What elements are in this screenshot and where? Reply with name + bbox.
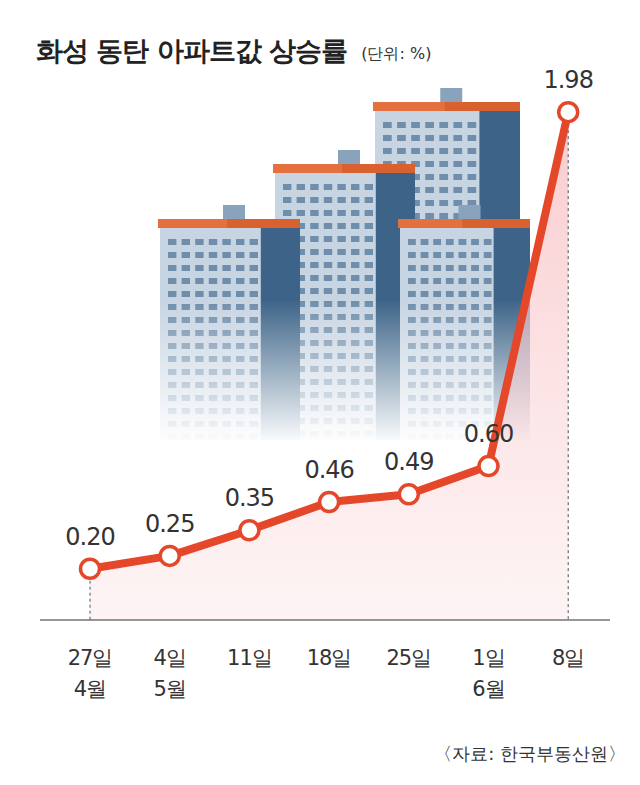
x-tick-label-line: 5월: [154, 677, 186, 701]
data-label: 0.35: [225, 484, 274, 512]
x-tick-label-line: 27일: [68, 646, 113, 670]
x-tick-label: 8일: [552, 646, 584, 670]
x-tick-label-line: 18일: [307, 646, 352, 670]
marker: [240, 521, 259, 540]
marker: [81, 559, 100, 578]
marker: [479, 457, 498, 476]
data-label: 0.25: [145, 510, 194, 538]
title: 화성 동탄 아파트값 상승률: [36, 35, 347, 66]
marker: [399, 485, 418, 504]
x-tick-label: 11일: [227, 646, 272, 670]
x-tick-label-line: 8일: [552, 646, 584, 670]
x-tick-label: 1일6월: [472, 646, 504, 701]
data-label: 1.98: [543, 66, 592, 94]
chart-container: 0.200.250.350.460.490.601.9827일4월4일5월11일…: [0, 0, 640, 785]
x-tick-label-line: 11일: [227, 646, 272, 670]
x-tick-label: 27일4월: [68, 646, 113, 701]
x-tick-label-line: 1일: [472, 646, 504, 670]
chart-svg: 0.200.250.350.460.490.601.9827일4월4일5월11일…: [0, 0, 640, 785]
x-tick-label-line: 25일: [386, 646, 431, 670]
x-tick-label: 25일: [386, 646, 431, 670]
marker: [559, 103, 578, 122]
data-label: 0.49: [384, 448, 433, 476]
marker: [160, 546, 179, 565]
data-label: 0.46: [304, 456, 353, 484]
x-tick-label-line: 6월: [472, 677, 504, 701]
x-tick-label: 4일5월: [154, 646, 186, 701]
x-tick-label-line: 4월: [74, 677, 106, 701]
x-tick-label: 18일: [307, 646, 352, 670]
x-tick-label-line: 4일: [154, 646, 186, 670]
source: 〈자료: 한국부동산원〉: [434, 743, 626, 764]
marker: [320, 493, 339, 512]
unit-label: (단위: %): [361, 44, 431, 63]
building-illustration: [150, 88, 540, 445]
x-axis-line: [40, 619, 610, 620]
data-label: 0.20: [65, 523, 114, 551]
plot-area: [90, 112, 568, 620]
area: [90, 112, 568, 620]
data-label: 0.60: [464, 420, 513, 448]
line: [90, 112, 568, 569]
guide-line: [568, 112, 569, 620]
